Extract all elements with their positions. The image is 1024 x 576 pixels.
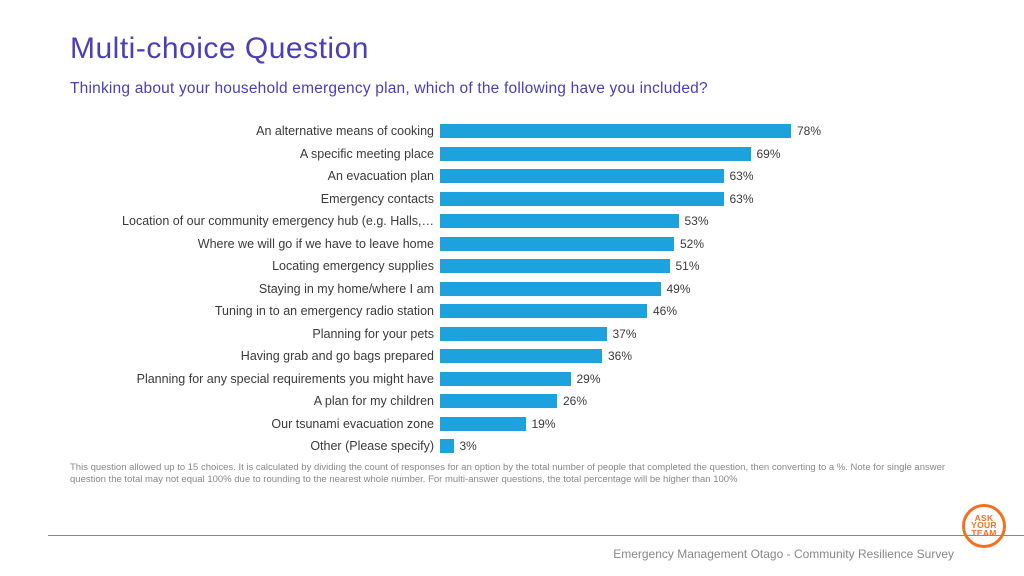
bar-value: 46% [653, 304, 677, 318]
bar-row: Location of our community emergency hub … [70, 210, 954, 233]
bar-label: Where we will go if we have to leave hom… [70, 237, 440, 251]
bar-area: 52% [440, 233, 954, 256]
bar-area: 63% [440, 165, 954, 188]
bar-label: An alternative means of cooking [70, 124, 440, 138]
bar-area: 37% [440, 323, 954, 346]
bar-area: 78% [440, 120, 954, 143]
bar [440, 372, 571, 386]
bar-value: 3% [460, 439, 477, 453]
bar-value: 36% [608, 349, 632, 363]
bar [440, 417, 526, 431]
bar-value: 53% [685, 214, 709, 228]
bar-row: Staying in my home/where I am 49% [70, 278, 954, 301]
bar-chart: An alternative means of cooking 78% A spec… [70, 120, 954, 458]
bar-row: Planning for any special requirements yo… [70, 368, 954, 391]
bar-area: 29% [440, 368, 954, 391]
bar-area: 19% [440, 413, 954, 436]
bar-area: 36% [440, 345, 954, 368]
bar-row: Planning for your pets 37% [70, 323, 954, 346]
bar-value: 51% [676, 259, 700, 273]
bar-row: Having grab and go bags prepared 36% [70, 345, 954, 368]
bar-area: 26% [440, 390, 954, 413]
bar-row: Where we will go if we have to leave hom… [70, 233, 954, 256]
footer-text: Emergency Management Otago - Community R… [613, 547, 954, 561]
bar-value: 49% [667, 282, 691, 296]
footer-divider [48, 535, 1024, 536]
bar-label: Planning for any special requirements yo… [70, 372, 440, 386]
bar [440, 237, 674, 251]
bar [440, 349, 602, 363]
bar-value: 37% [613, 327, 637, 341]
bar-row: An alternative means of cooking 78% [70, 120, 954, 143]
bar-label: Emergency contacts [70, 192, 440, 206]
bar-label: Other (Please specify) [70, 439, 440, 453]
bar-label: Locating emergency supplies [70, 259, 440, 273]
slide: Multi-choice Question Thinking about you… [0, 0, 1024, 487]
bar-area: 63% [440, 188, 954, 211]
bar-row: Emergency contacts 63% [70, 188, 954, 211]
bar-row: Our tsunami evacuation zone 19% [70, 413, 954, 436]
bar-area: 53% [440, 210, 954, 233]
bar-row: An evacuation plan 63% [70, 165, 954, 188]
bar-label: A specific meeting place [70, 147, 440, 161]
bar-row: A specific meeting place 69% [70, 143, 954, 166]
bar [440, 304, 647, 318]
bar-label: A plan for my children [70, 394, 440, 408]
bar [440, 259, 670, 273]
bar [440, 394, 557, 408]
bar-label: Planning for your pets [70, 327, 440, 341]
bar-label: Our tsunami evacuation zone [70, 417, 440, 431]
bar-label: Location of our community emergency hub … [70, 214, 440, 228]
bar-label: An evacuation plan [70, 169, 440, 183]
bar-label: Staying in my home/where I am [70, 282, 440, 296]
logo-line-3: TEAM [971, 530, 996, 538]
bar [440, 439, 454, 453]
subtitle: Thinking about your household emergency … [70, 80, 954, 98]
bar [440, 169, 724, 183]
bar [440, 192, 724, 206]
bar-row: Locating emergency supplies 51% [70, 255, 954, 278]
bar [440, 124, 791, 138]
bar-value: 52% [680, 237, 704, 251]
bar [440, 147, 751, 161]
bar-value: 26% [563, 394, 587, 408]
bar-area: 3% [440, 435, 954, 458]
bar-label: Tuning in to an emergency radio station [70, 304, 440, 318]
bar-row: A plan for my children 26% [70, 390, 954, 413]
bar-value: 63% [730, 169, 754, 183]
bar-value: 78% [797, 124, 821, 138]
footnote: This question allowed up to 15 choices. … [70, 462, 954, 488]
bar-area: 49% [440, 278, 954, 301]
bar-row: Tuning in to an emergency radio station 4… [70, 300, 954, 323]
bar-row: Other (Please specify) 3% [70, 435, 954, 458]
bar [440, 282, 661, 296]
bar [440, 327, 607, 341]
page-title: Multi-choice Question [70, 32, 954, 66]
logo-badge: ASK YOUR TEAM [962, 504, 1006, 548]
bar-area: 46% [440, 300, 954, 323]
bar-area: 51% [440, 255, 954, 278]
bar-label: Having grab and go bags prepared [70, 349, 440, 363]
bar-value: 69% [757, 147, 781, 161]
bar-value: 29% [577, 372, 601, 386]
bar-value: 19% [532, 417, 556, 431]
bar-area: 69% [440, 143, 954, 166]
bar [440, 214, 679, 228]
bar-value: 63% [730, 192, 754, 206]
